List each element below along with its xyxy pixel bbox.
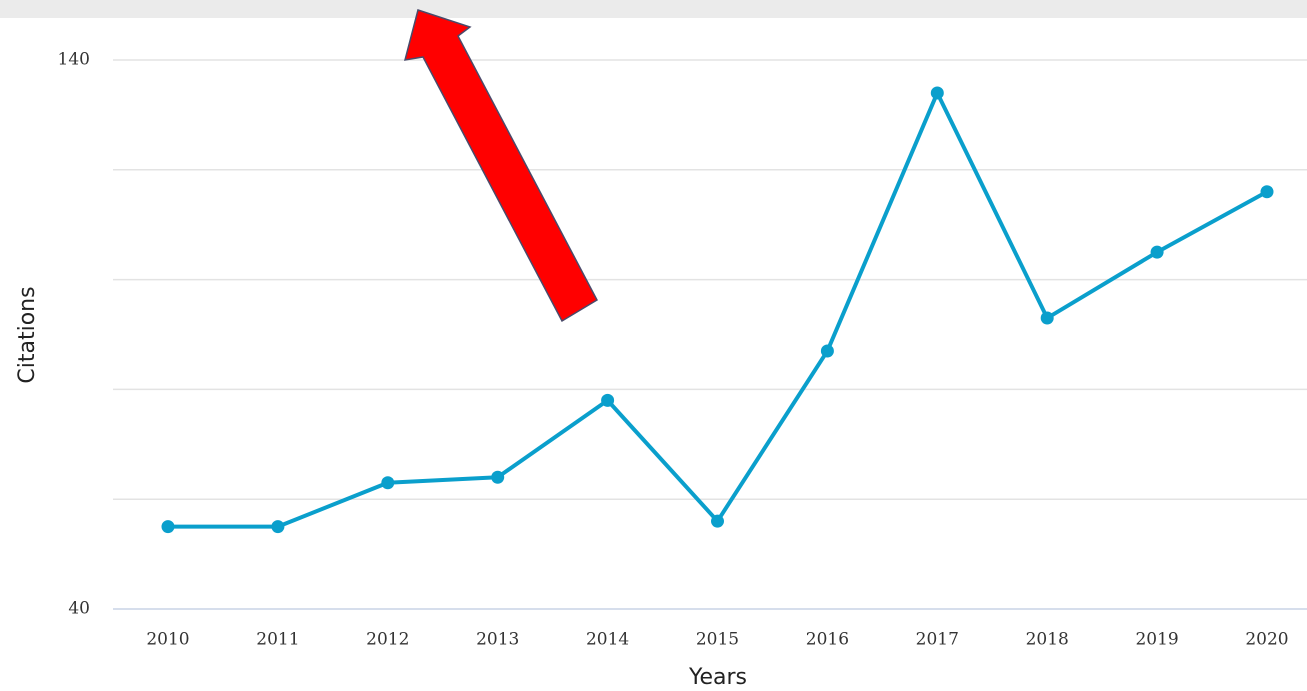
point: [711, 514, 724, 528]
arrow-annotation: [403, 9, 598, 323]
x-tick-label: 2020: [1245, 630, 1288, 650]
x-tick-label: 2015: [696, 630, 739, 650]
x-tick-label: 2011: [256, 630, 299, 650]
point: [381, 476, 395, 490]
x-tick-label: 2017: [916, 630, 959, 650]
x-tick-label: 2012: [366, 630, 409, 650]
point: [930, 86, 944, 100]
x-axis-title: Years: [688, 665, 747, 690]
point: [1260, 185, 1274, 199]
x-tick-label: 2018: [1026, 630, 1069, 650]
point: [271, 520, 285, 534]
point: [1040, 311, 1054, 325]
y-tick-label: 140: [58, 50, 90, 70]
point: [601, 393, 615, 407]
x-tick-label: 2014: [586, 630, 629, 650]
line: [168, 90, 1268, 529]
x-tick-label: 2016: [806, 630, 849, 650]
x-tick-label: 2010: [146, 630, 189, 650]
x-tick-label: 2013: [476, 630, 519, 650]
x-tick-label: 2019: [1135, 630, 1178, 650]
y-axis-title: Citations: [15, 286, 40, 383]
point: [161, 520, 175, 534]
plot: 40 140 2010 2011 2012 2013 2014 2015 2016 2017 201…: [58, 50, 1307, 650]
y-tick-label: 40: [68, 599, 90, 619]
point: [820, 344, 834, 358]
point: [1150, 245, 1164, 259]
top-bar: [0, 0, 1307, 18]
point: [491, 470, 505, 484]
